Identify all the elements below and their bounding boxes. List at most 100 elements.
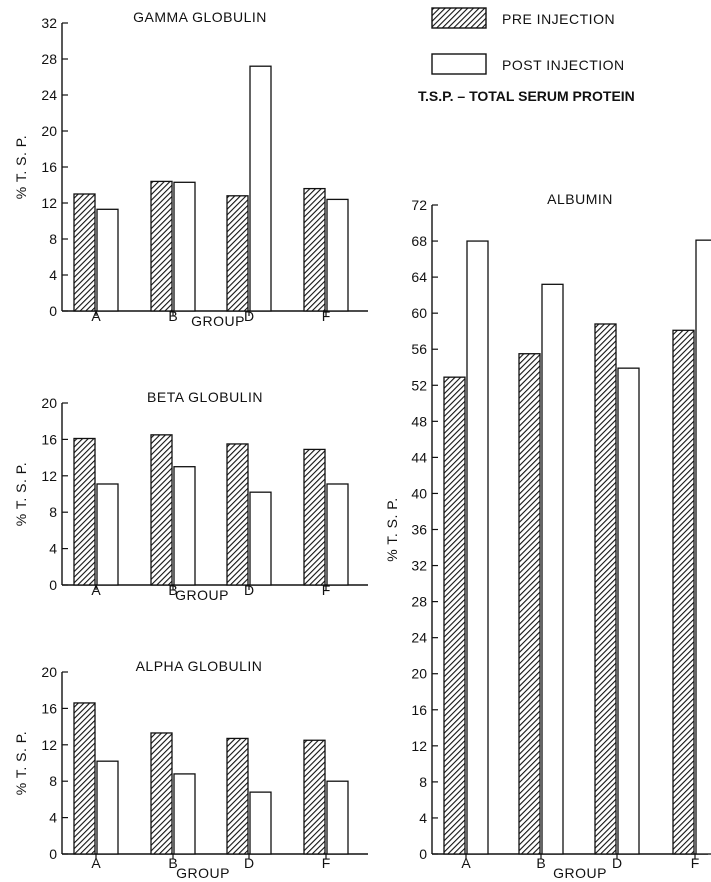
bar-pre-b bbox=[150, 732, 173, 855]
bar-post-f bbox=[326, 780, 349, 855]
y-tick-label: 8 bbox=[49, 773, 57, 789]
bar-post-f bbox=[695, 239, 711, 855]
y-tick-label: 0 bbox=[419, 846, 427, 862]
x-tick-label: B bbox=[168, 582, 177, 598]
y-tick-label: 20 bbox=[41, 664, 57, 680]
y-axis-label: % T. S. P. bbox=[13, 462, 29, 526]
x-tick-label: D bbox=[244, 582, 254, 598]
x-tick-label: F bbox=[691, 855, 700, 871]
legend-label-pre: PRE INJECTION bbox=[502, 11, 615, 27]
bar-pre-b bbox=[150, 180, 173, 312]
y-tick-label: 44 bbox=[411, 449, 427, 465]
bar-pre-f bbox=[303, 739, 326, 855]
y-tick-label: 0 bbox=[49, 303, 57, 319]
y-tick-label: 72 bbox=[411, 197, 427, 213]
legend: PRE INJECTION POST INJECTION T.S.P. – TO… bbox=[418, 7, 635, 104]
bar-post-d bbox=[249, 791, 272, 855]
bar-post-d bbox=[617, 367, 640, 855]
bar-post-a bbox=[96, 483, 119, 586]
bar-pre-d bbox=[226, 443, 249, 586]
bar-pre-a bbox=[443, 376, 466, 855]
y-axis-label: % T. S. P. bbox=[13, 135, 29, 199]
y-tick-label: 64 bbox=[411, 269, 427, 285]
y-tick-label: 36 bbox=[411, 522, 427, 538]
x-tick-label: D bbox=[244, 855, 254, 871]
y-tick-label: 0 bbox=[49, 846, 57, 862]
y-tick-label: 16 bbox=[411, 702, 427, 718]
x-tick-label: F bbox=[322, 582, 331, 598]
y-tick-label: 52 bbox=[411, 377, 427, 393]
y-tick-label: 4 bbox=[49, 810, 57, 826]
bar-pre-b bbox=[518, 353, 541, 855]
x-tick-label: F bbox=[322, 855, 331, 871]
bar-pre-f bbox=[303, 448, 326, 586]
gamma-globulin-chart: GAMMA GLOBULIN 0 4 8 12 16 20 24 28 32 % T. S. P. A… bbox=[13, 9, 368, 329]
bar-pre-a bbox=[73, 193, 96, 312]
x-axis-label: GROUP bbox=[553, 865, 607, 881]
bar-pre-d bbox=[226, 737, 249, 855]
y-tick-label: 12 bbox=[41, 737, 57, 753]
bar-post-d bbox=[249, 65, 272, 312]
x-tick-label: B bbox=[168, 855, 177, 871]
x-axis-label: GROUP bbox=[175, 587, 229, 603]
x-tick-label: B bbox=[168, 308, 177, 324]
y-tick-label: 20 bbox=[41, 123, 57, 139]
x-tick-label: B bbox=[536, 855, 545, 871]
chart-title: ALBUMIN bbox=[547, 191, 613, 207]
y-tick-label: 8 bbox=[419, 774, 427, 790]
y-tick-label: 16 bbox=[41, 159, 57, 175]
y-tick-label: 48 bbox=[411, 413, 427, 429]
legend-note: T.S.P. – TOTAL SERUM PROTEIN bbox=[418, 88, 635, 104]
y-tick-label: 4 bbox=[49, 541, 57, 557]
bar-post-a bbox=[466, 240, 489, 855]
x-tick-label: D bbox=[244, 308, 254, 324]
x-tick-label: A bbox=[461, 855, 471, 871]
beta-globulin-chart: BETA GLOBULIN 0 4 8 12 16 20 % T. S. P. A B D F GROU… bbox=[13, 389, 368, 603]
y-tick-label: 56 bbox=[411, 341, 427, 357]
y-tick-label: 12 bbox=[411, 738, 427, 754]
chart-title: BETA GLOBULIN bbox=[147, 389, 263, 405]
y-tick-label: 0 bbox=[49, 577, 57, 593]
bar-post-b bbox=[173, 181, 196, 312]
y-tick-label: 68 bbox=[411, 233, 427, 249]
x-tick-label: D bbox=[612, 855, 622, 871]
y-tick-label: 20 bbox=[411, 666, 427, 682]
bar-pre-d bbox=[594, 323, 617, 855]
y-axis-label: % T. S. P. bbox=[384, 497, 400, 561]
bar-post-a bbox=[96, 760, 119, 855]
x-axis-label: GROUP bbox=[191, 313, 245, 329]
bar-post-b bbox=[173, 466, 196, 586]
legend-swatch-pre bbox=[431, 7, 487, 29]
y-tick-label: 32 bbox=[41, 15, 57, 31]
bar-post-d bbox=[249, 491, 272, 586]
y-tick-label: 8 bbox=[49, 231, 57, 247]
y-tick-label: 4 bbox=[49, 267, 57, 283]
y-tick-label: 16 bbox=[41, 431, 57, 447]
y-tick-label: 40 bbox=[411, 485, 427, 501]
y-tick-label: 24 bbox=[411, 630, 427, 646]
y-tick-label: 20 bbox=[41, 395, 57, 411]
chart-title: GAMMA GLOBULIN bbox=[133, 9, 267, 25]
y-tick-label: 8 bbox=[49, 504, 57, 520]
y-tick-label: 12 bbox=[41, 468, 57, 484]
x-tick-label: A bbox=[91, 582, 101, 598]
y-tick-label: 4 bbox=[419, 810, 427, 826]
bar-pre-b bbox=[150, 434, 173, 586]
y-tick-label: 28 bbox=[41, 51, 57, 67]
y-tick-label: 16 bbox=[41, 700, 57, 716]
bar-pre-d bbox=[226, 195, 249, 312]
x-axis-label: GROUP bbox=[176, 865, 230, 881]
y-tick-label: 32 bbox=[411, 558, 427, 574]
albumin-chart: ALBUMIN048121620242832364044485256606468… bbox=[384, 191, 711, 881]
x-tick-label: F bbox=[322, 308, 331, 324]
x-tick-label: A bbox=[91, 308, 101, 324]
legend-swatch-post bbox=[431, 53, 487, 75]
y-tick-label: 28 bbox=[411, 594, 427, 610]
y-tick-label: 12 bbox=[41, 195, 57, 211]
y-tick-label: 60 bbox=[411, 305, 427, 321]
bar-post-b bbox=[173, 773, 196, 855]
bar-post-a bbox=[96, 208, 119, 312]
y-axis-label: % T. S. P. bbox=[13, 731, 29, 795]
bar-pre-f bbox=[303, 187, 326, 312]
